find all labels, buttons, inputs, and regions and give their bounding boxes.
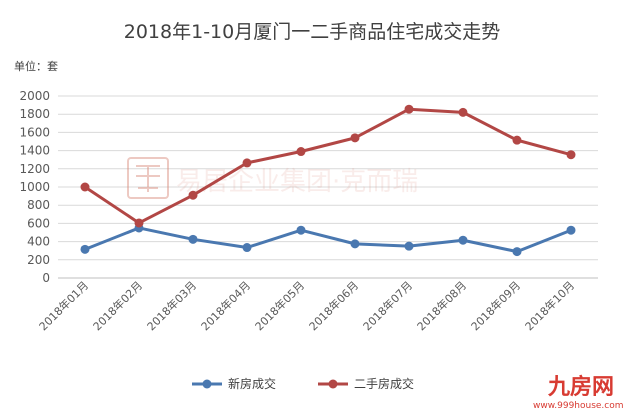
y-axis-ticks: 0 200 400 600 800 1000 1200 1400 1600 1800 2000	[19, 89, 50, 285]
x-tick-label: 2018年08月	[414, 278, 469, 333]
yiju-seal-icon	[127, 157, 169, 199]
data-point-1	[134, 218, 144, 228]
watermark: 易居企业集团·克而瑞	[127, 157, 418, 199]
y-tick-label: 1600	[19, 125, 50, 139]
chart-title: 2018年1-10月厦门一二手商品住宅成交走势	[124, 21, 500, 43]
data-point-1	[404, 104, 414, 114]
data-point-1	[512, 135, 522, 145]
data-point-0	[296, 225, 306, 235]
data-point-1	[458, 107, 468, 117]
series-line-0	[84, 226, 572, 254]
x-tick-label: 2018年07月	[360, 278, 415, 333]
series-line-1	[84, 107, 572, 225]
legend-item-new: 新房成交	[192, 376, 276, 391]
data-point-1	[242, 158, 252, 168]
y-tick-label: 1200	[19, 162, 50, 176]
y-tick-label: 1800	[19, 107, 50, 121]
data-point-1	[80, 182, 90, 192]
x-tick-label: 2018年03月	[144, 278, 199, 333]
y-tick-label: 1400	[19, 144, 50, 158]
y-tick-label: 800	[27, 198, 50, 212]
y-tick-label: 1000	[19, 180, 50, 194]
legend-item-resale: 二手房成交	[318, 376, 414, 391]
x-tick-label: 2018年10月	[522, 278, 577, 333]
x-tick-label: 2018年04月	[198, 278, 253, 333]
x-tick-label: 2018年09月	[468, 278, 523, 333]
data-point-0	[350, 239, 360, 249]
legend-label-resale: 二手房成交	[354, 376, 414, 391]
y-tick-label: 400	[27, 235, 50, 249]
legend: 新房成交 二手房成交	[192, 376, 414, 391]
data-point-0	[566, 225, 576, 235]
data-point-1	[188, 190, 198, 200]
logo-url: www.999house.com	[533, 401, 624, 411]
data-point-1	[296, 147, 306, 157]
y-tick-label: 200	[27, 253, 50, 267]
data-point-1	[566, 150, 576, 160]
data-point-0	[512, 247, 522, 257]
y-tick-label: 600	[27, 216, 50, 230]
x-axis-ticks: 2018年01月 2018年02月 2018年03月 2018年04月 2018年05月…	[36, 278, 577, 333]
unit-label: 单位：套	[14, 59, 58, 73]
data-point-1	[350, 133, 360, 143]
series-layer	[80, 104, 576, 257]
data-point-0	[80, 244, 90, 254]
y-tick-label: 2000	[19, 89, 50, 103]
x-tick-label: 2018年02月	[90, 278, 145, 333]
data-point-0	[242, 243, 252, 253]
x-tick-label: 2018年05月	[252, 278, 307, 333]
legend-label-new: 新房成交	[228, 376, 276, 391]
x-tick-label: 2018年06月	[306, 278, 361, 333]
grid-lines	[58, 95, 598, 279]
data-point-0	[404, 241, 414, 251]
logo-text: 九房网	[547, 374, 614, 400]
x-tick-label: 2018年01月	[36, 278, 91, 333]
data-point-0	[188, 234, 198, 244]
y-tick-label: 0	[42, 271, 50, 285]
logo: 九房网 www.999house.com	[533, 374, 624, 411]
data-point-0	[458, 235, 468, 245]
